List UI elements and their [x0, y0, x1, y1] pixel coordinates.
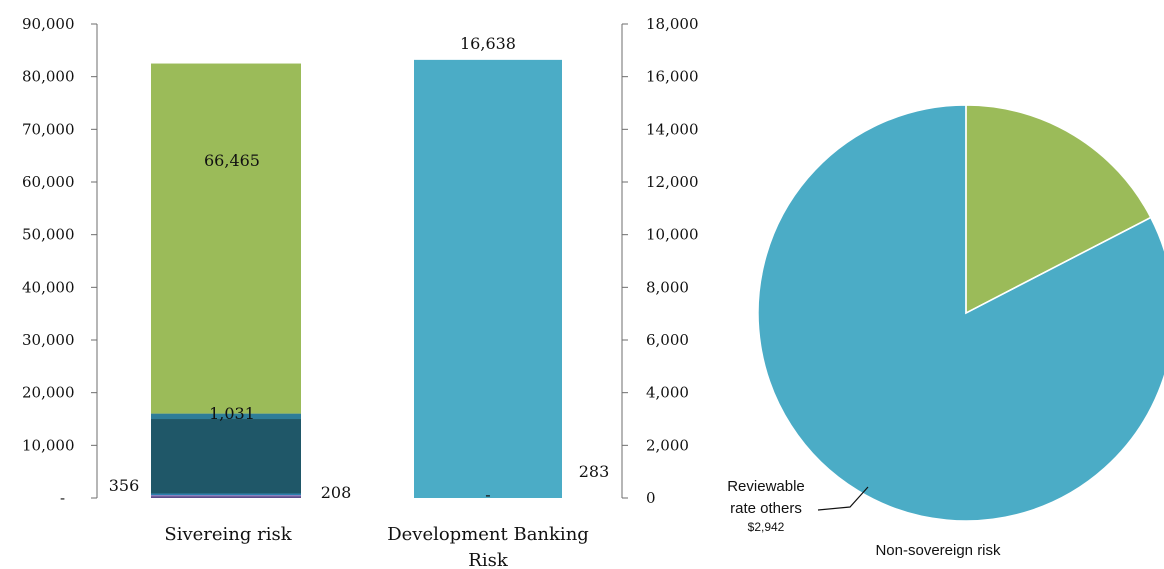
left-tick-label: 70,000 — [22, 120, 75, 138]
data-label-bottom-a: 356 — [109, 476, 140, 495]
left-tick-label: 40,000 — [22, 278, 75, 296]
pie-slice-border — [965, 104, 1152, 315]
right-tick-label: 6,000 — [646, 331, 689, 349]
data-label-dev-dash: - — [485, 485, 490, 504]
right-tick-label: 18,000 — [646, 15, 699, 33]
bar-data-labels: 66,465 1,031 356 208 283 16,638 - — [109, 34, 610, 504]
data-label-bottom-c: 283 — [579, 462, 610, 481]
callout-line3: $2,942 — [748, 520, 785, 534]
left-tick-label: 50,000 — [22, 226, 75, 244]
category-labels: Sivereing risk Development Banking Risk — [164, 524, 588, 569]
category-label-dev-line1: Development Banking — [387, 524, 589, 545]
bar-segment — [151, 496, 301, 498]
left-y-axis: - 10,000 20,000 30,000 40,000 50,000 60,000 70,… — [22, 15, 98, 507]
bar-segment — [151, 419, 301, 494]
pie-slice — [966, 105, 1151, 313]
right-tick-label: 16,000 — [646, 68, 699, 86]
left-tick-label: 20,000 — [22, 384, 75, 402]
bar-segment — [151, 413, 301, 420]
data-label-green: 66,465 — [204, 151, 260, 170]
right-tick-label: 4,000 — [646, 384, 689, 402]
right-tick-label: 12,000 — [646, 173, 699, 191]
left-tick-label: 80,000 — [22, 68, 75, 86]
right-tick-label: 10,000 — [646, 226, 699, 244]
left-tick-label: - — [60, 489, 65, 507]
pie-chart — [757, 104, 1164, 522]
pie-slice — [758, 105, 1164, 521]
right-y-axis: 0 2,000 4,000 6,000 8,000 10,000 12,000 14,000 1… — [621, 15, 699, 507]
left-tick-label: 60,000 — [22, 173, 75, 191]
bar-segment — [151, 63, 301, 414]
right-tick-label: 0 — [646, 489, 656, 507]
bar-series — [151, 59, 562, 499]
right-tick-label: 14,000 — [646, 120, 699, 138]
data-label-bottom-b: 208 — [321, 483, 352, 502]
right-tick-label: 8,000 — [646, 278, 689, 296]
left-tick-label: 30,000 — [22, 331, 75, 349]
category-label-dev-line2: Risk — [468, 550, 509, 569]
callout-leader-line — [817, 486, 869, 511]
category-label-sovereign: Sivereing risk — [164, 524, 292, 545]
data-label-teal: 1,031 — [209, 404, 255, 423]
bar-segment — [151, 495, 301, 497]
left-tick-label: 90,000 — [22, 15, 75, 33]
data-label-dev-total: 16,638 — [460, 34, 516, 53]
right-tick-label: 2,000 — [646, 436, 689, 454]
pie-title: Non-sovereign risk — [875, 542, 1001, 559]
pie-labels: Reviewable rate others $2,942 Non-sovereign… — [727, 478, 1001, 559]
callout-line2: rate others — [730, 500, 802, 517]
left-tick-label: 10,000 — [22, 436, 75, 454]
callout-line1: Reviewable — [727, 478, 805, 495]
bar-segment — [151, 493, 301, 496]
bar-segment — [414, 59, 562, 499]
